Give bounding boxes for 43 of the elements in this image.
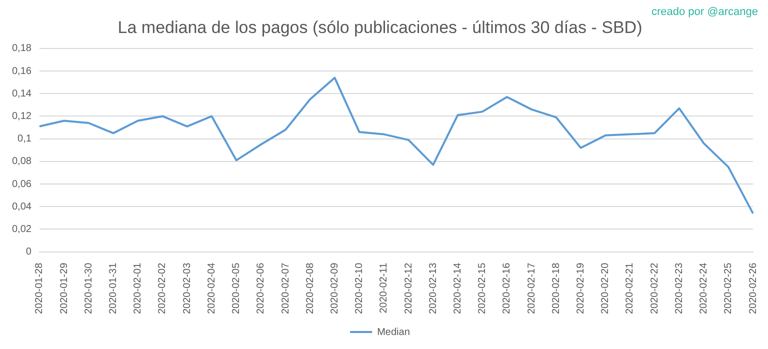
x-tick-label: 2020-02-21 [624, 262, 636, 314]
y-tick-label: 0,02 [12, 224, 32, 235]
x-tick-label: 2020-02-04 [206, 262, 218, 314]
y-tick-label: 0,08 [12, 156, 32, 168]
chart-title: La mediana de los pagos (sólo publicaciones - últimos 30 días - SBD) [118, 18, 642, 37]
x-tick-label: 2020-02-19 [576, 262, 587, 314]
x-tick-label: 2020-02-05 [231, 262, 242, 314]
x-tick-label: 2020-02-14 [452, 262, 464, 314]
y-tick-label: 0,06 [12, 178, 32, 190]
x-tick-label: 2020-02-16 [502, 262, 513, 314]
y-tick-label: 0,1 [18, 134, 32, 145]
x-tick-label: 2020-02-06 [256, 262, 267, 314]
x-tick-label: 2020-01-29 [58, 262, 70, 314]
x-tick-label: 2020-02-24 [698, 262, 710, 314]
x-tick-label: 2020-01-31 [108, 262, 120, 314]
x-tick-label: 2020-02-26 [748, 262, 759, 314]
y-tick-label: 0,12 [12, 110, 32, 122]
x-tick-label: 2020-02-03 [182, 262, 193, 314]
legend-label: Median [377, 326, 410, 338]
x-tick-label: 2020-02-15 [477, 262, 488, 314]
x-tick-label: 2020-02-10 [354, 262, 366, 314]
y-tick-label: 0,04 [12, 201, 32, 212]
x-tick-label: 2020-02-17 [526, 262, 538, 314]
x-tick-label: 2020-02-23 [674, 262, 685, 314]
y-tick-label: 0,16 [12, 66, 32, 77]
x-tick-label: 2020-02-25 [723, 262, 734, 314]
x-tick-label: 2020-02-20 [600, 262, 612, 314]
x-tick-label: 2020-02-13 [428, 262, 439, 314]
x-tick-label: 2020-02-18 [550, 262, 562, 314]
y-tick-label: 0,18 [12, 43, 32, 54]
y-tick-label: 0,14 [12, 88, 32, 100]
x-tick-label: 2020-01-30 [83, 262, 94, 314]
x-tick-label: 2020-02-09 [329, 262, 340, 314]
x-tick-label: 2020-02-08 [304, 262, 316, 314]
x-tick-label: 2020-01-28 [34, 262, 46, 314]
text: creado por @arcange [651, 6, 758, 18]
x-tick-label: 2020-02-11 [378, 262, 390, 314]
x-tick-label: 2020-02-02 [157, 262, 168, 314]
x-tick-label: 2020-02-07 [280, 262, 292, 314]
x-tick-label: 2020-02-22 [649, 262, 660, 314]
y-tick-label: 0 [26, 246, 32, 258]
x-tick-label: 2020-02-01 [132, 262, 144, 314]
x-tick-label: 2020-02-12 [403, 262, 414, 314]
